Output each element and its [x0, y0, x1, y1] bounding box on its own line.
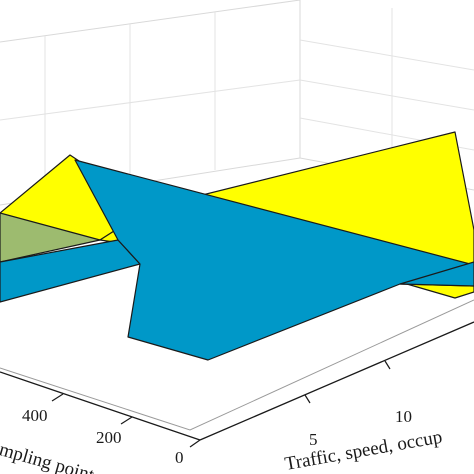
grid-line	[0, 79, 301, 121]
blue-surface-right-fold	[399, 261, 474, 287]
back-wall-top-edge	[0, 0, 301, 43]
grid-line	[299, 79, 474, 111]
x-tick-label-10: 10	[395, 407, 412, 426]
grid-line	[299, 39, 474, 71]
y-axis-line	[0, 371, 201, 441]
x-axis-label: Traffic, speed, occup	[283, 427, 444, 474]
x-tick-mark	[384, 360, 391, 370]
y-tick-mark	[51, 393, 64, 402]
x-axis-line	[199, 321, 474, 441]
tick-marks	[51, 360, 391, 448]
floor-right-edge	[0, 299, 474, 431]
series-blue-surface	[0, 159, 474, 361]
front-axes	[0, 321, 474, 441]
y-tick-label-400: 400	[22, 406, 48, 425]
overlap-region	[0, 212, 101, 263]
y-tick-mark	[189, 439, 201, 448]
blue-surface-main	[74, 159, 474, 361]
x-tick-mark	[304, 394, 311, 404]
x-tick-label-5: 5	[309, 430, 318, 449]
y-tick-mark	[120, 416, 133, 425]
y-tick-label-0: 0	[175, 448, 184, 467]
y-axis-label: mpling point	[0, 439, 97, 474]
floor-edges	[0, 299, 474, 431]
grid	[0, 8, 474, 195]
y-tick-label-200: 200	[96, 428, 122, 447]
